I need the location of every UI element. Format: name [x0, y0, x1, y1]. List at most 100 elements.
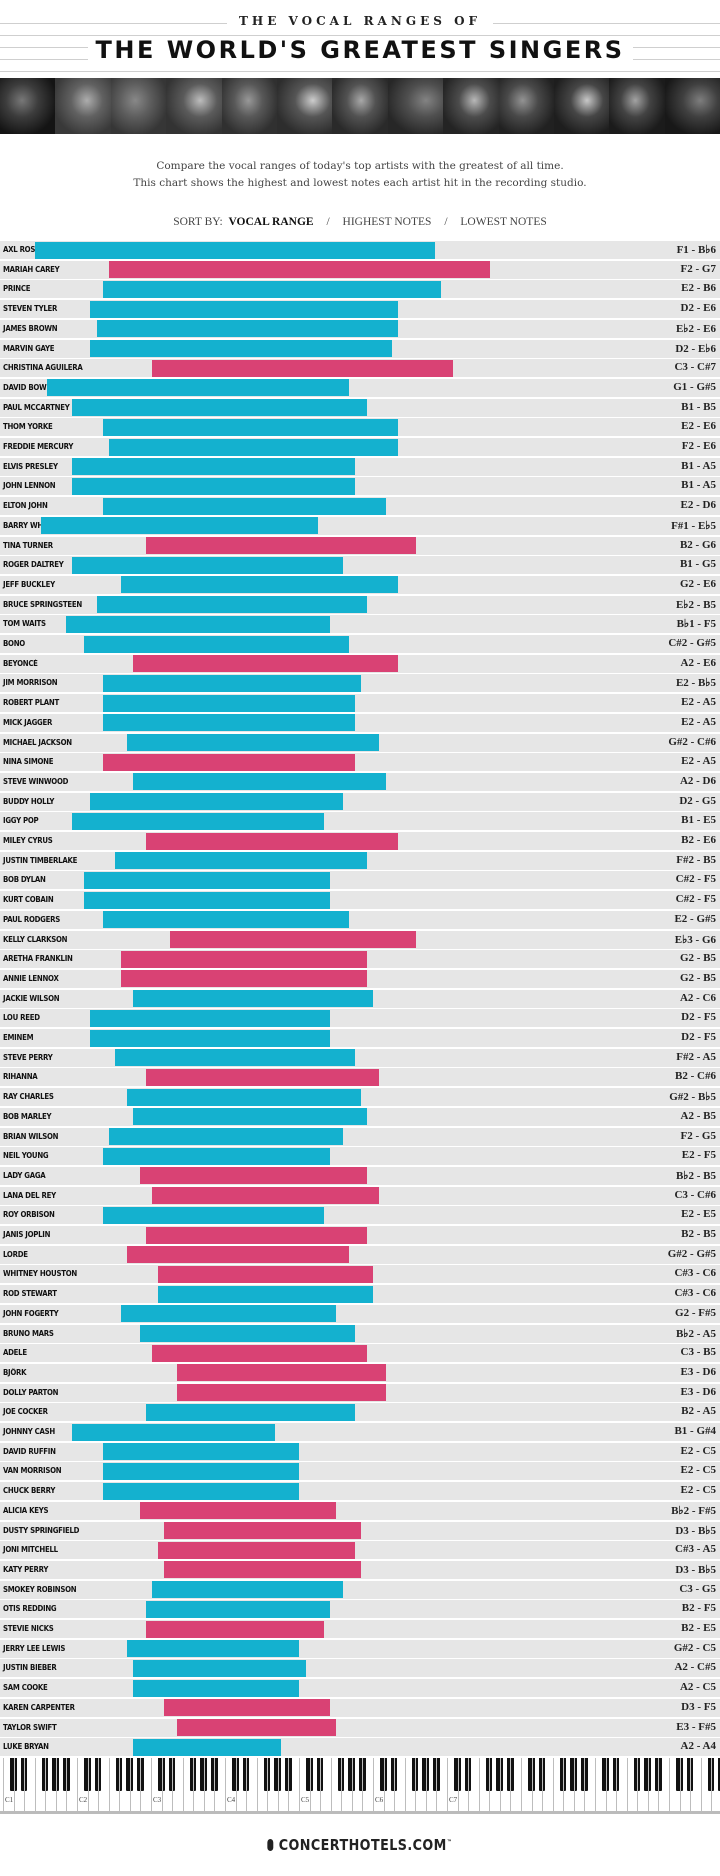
range-bar[interactable]	[102, 418, 398, 436]
range-bar[interactable]	[133, 773, 386, 791]
range-bar[interactable]	[102, 497, 386, 515]
range-bar[interactable]	[102, 1482, 300, 1500]
black-key	[380, 1758, 387, 1791]
range-bar[interactable]	[102, 714, 355, 732]
range-bar[interactable]	[139, 1502, 337, 1520]
chart-row: STEVE WINWOOD A2 - D6	[0, 772, 720, 791]
range-bar[interactable]	[102, 694, 355, 712]
range-bar[interactable]	[158, 1541, 355, 1559]
range-bar[interactable]	[102, 1462, 300, 1480]
range-bar[interactable]	[90, 1029, 331, 1047]
range-bar[interactable]	[151, 359, 454, 377]
range-bar[interactable]	[102, 753, 355, 771]
chart-row: BONO C#2 - G#5	[0, 635, 720, 653]
sort-highest-notes[interactable]: HIGHEST NOTES	[342, 216, 432, 228]
range-bar[interactable]	[133, 1659, 306, 1677]
range-bar[interactable]	[145, 1600, 331, 1618]
sort-lowest-notes[interactable]: LOWEST NOTES	[460, 216, 547, 228]
range-bar[interactable]	[108, 1128, 343, 1145]
range-bar[interactable]	[127, 1246, 349, 1264]
range-bar[interactable]	[121, 950, 368, 968]
range-bar[interactable]	[164, 1699, 331, 1717]
range-bar[interactable]	[127, 1640, 300, 1658]
range-bar[interactable]	[71, 812, 325, 830]
white-key	[605, 1758, 617, 1811]
black-key	[63, 1758, 70, 1791]
sort-vocal-range[interactable]: VOCAL RANGE	[228, 216, 314, 228]
range-bar[interactable]	[158, 1285, 374, 1303]
page-title: THE WORLD'S GREATEST SINGERS	[0, 36, 720, 64]
range-bar[interactable]	[84, 871, 331, 889]
white-key	[45, 1758, 56, 1811]
range-bar[interactable]	[71, 477, 355, 495]
range-label: D2 - E6	[680, 302, 716, 315]
range-bar[interactable]	[71, 556, 343, 574]
range-label: F#2 - A5	[676, 1050, 716, 1063]
range-bar[interactable]	[127, 734, 380, 751]
range-bar[interactable]	[102, 674, 361, 692]
range-bar[interactable]	[71, 1423, 275, 1441]
range-bar[interactable]	[96, 596, 368, 614]
range-bar[interactable]	[96, 320, 398, 338]
white-key	[225, 1758, 236, 1811]
range-bar[interactable]	[145, 1620, 325, 1638]
range-bar[interactable]	[176, 1384, 386, 1402]
range-bar[interactable]	[121, 576, 398, 594]
range-bar[interactable]	[133, 655, 398, 673]
range-bar[interactable]	[145, 537, 417, 554]
range-bar[interactable]	[90, 340, 392, 357]
range-label: A2 - C6	[679, 991, 716, 1004]
range-bar[interactable]	[133, 1679, 300, 1697]
range-bar[interactable]	[65, 615, 331, 633]
range-bar[interactable]	[151, 1344, 368, 1362]
range-bar[interactable]	[102, 1443, 300, 1461]
chart-row: BOB DYLAN C#2 - F5	[0, 871, 720, 890]
range-bar[interactable]	[164, 1522, 361, 1539]
range-bar[interactable]	[133, 990, 374, 1008]
range-bar[interactable]	[133, 1108, 368, 1126]
range-bar[interactable]	[102, 1147, 331, 1165]
range-bar[interactable]	[115, 852, 368, 870]
white-key	[447, 1758, 458, 1811]
range-bar[interactable]	[102, 1206, 325, 1224]
range-bar[interactable]	[47, 379, 349, 397]
range-bar[interactable]	[90, 300, 398, 318]
range-bar[interactable]	[121, 1305, 337, 1323]
range-bar[interactable]	[145, 1226, 368, 1244]
range-bar[interactable]	[35, 241, 435, 259]
singer-name: OTIS REDDING	[3, 1604, 57, 1614]
range-label: B1 - E5	[681, 814, 716, 827]
range-bar[interactable]	[108, 261, 491, 279]
range-bar[interactable]	[176, 1364, 386, 1382]
range-bar[interactable]	[145, 1403, 355, 1421]
range-bar[interactable]	[121, 970, 368, 988]
range-bar[interactable]	[108, 438, 398, 456]
range-bar[interactable]	[158, 1265, 374, 1283]
chart-row: CHRISTINA AGUILERA C3 - C#7	[0, 359, 720, 378]
range-bar[interactable]	[151, 1581, 343, 1599]
range-bar[interactable]	[127, 1088, 361, 1106]
range-bar[interactable]	[164, 1561, 361, 1579]
range-bar[interactable]	[84, 891, 331, 909]
range-bar[interactable]	[115, 1049, 355, 1067]
range-bar[interactable]	[102, 280, 441, 298]
range-bar[interactable]	[41, 517, 318, 535]
range-bar[interactable]	[145, 832, 398, 850]
range-bar[interactable]	[176, 1719, 337, 1736]
range-bar[interactable]	[139, 1167, 368, 1185]
singer-name: LUKE BRYAN	[3, 1742, 49, 1752]
range-bar[interactable]	[151, 1187, 380, 1205]
white-key	[489, 1758, 500, 1811]
range-bar[interactable]	[139, 1325, 355, 1342]
range-bar[interactable]	[145, 1068, 380, 1086]
range-bar[interactable]	[71, 399, 368, 417]
range-bar[interactable]	[170, 931, 417, 948]
singer-name: LORDE	[3, 1249, 28, 1259]
range-bar[interactable]	[84, 635, 349, 653]
range-bar[interactable]	[71, 458, 355, 476]
range-bar[interactable]	[102, 911, 349, 929]
chart-row: THOM YORKE E2 - E6	[0, 418, 720, 437]
range-bar[interactable]	[133, 1738, 282, 1756]
range-bar[interactable]	[90, 1009, 331, 1027]
range-bar[interactable]	[90, 793, 343, 811]
